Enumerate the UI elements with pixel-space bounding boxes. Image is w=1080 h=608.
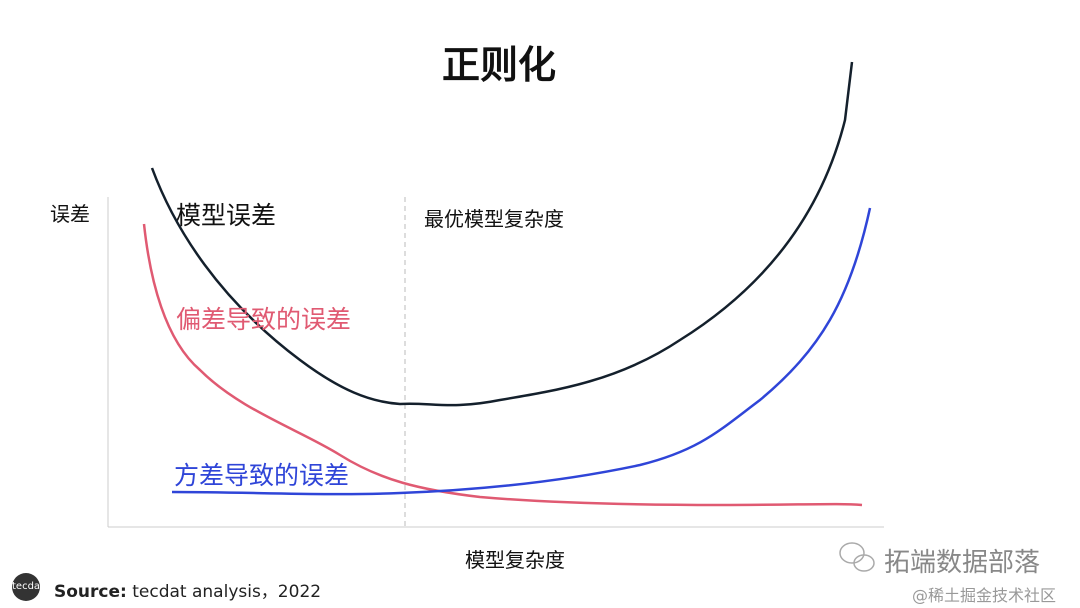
x-axis-label: 模型复杂度	[465, 548, 565, 572]
logo-mark	[12, 573, 40, 601]
bias-curve	[142, 223, 863, 507]
logo-text: tecdat	[12, 581, 44, 592]
total-label: 模型误差	[176, 201, 277, 230]
total-error-curve	[150, 61, 854, 407]
optimum-label: 最优模型复杂度	[424, 207, 564, 231]
source-text: tecdat analysis，2022	[126, 582, 322, 602]
bias-label: 偏差导致的误差	[176, 305, 352, 334]
variance-curve	[171, 207, 872, 496]
watermark-icon	[839, 542, 875, 572]
variance-label: 方差导致的误差	[174, 461, 350, 490]
y-axis-label: 误差	[50, 202, 90, 226]
source: Source: tecdat analysis，2022	[54, 577, 321, 602]
title: 正则化	[442, 43, 557, 87]
watermark-community: @稀土掘金技术社区	[912, 586, 1057, 605]
source-label: Source:	[54, 582, 127, 602]
watermark-brand: 拓端数据部落	[884, 548, 1041, 578]
